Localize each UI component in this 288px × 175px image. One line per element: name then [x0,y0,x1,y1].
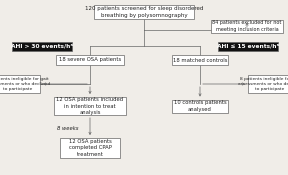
FancyBboxPatch shape [56,55,124,65]
FancyBboxPatch shape [0,75,40,93]
Text: 8 weeks: 8 weeks [57,125,79,131]
Text: 12 OSA patients
completed CPAP
treatment: 12 OSA patients completed CPAP treatment [69,139,111,157]
FancyBboxPatch shape [94,5,194,19]
FancyBboxPatch shape [54,97,126,115]
Text: AHI > 30 events/hᵃ: AHI > 30 events/hᵃ [11,44,73,48]
FancyBboxPatch shape [211,19,283,33]
Text: 18 severe OSA patients: 18 severe OSA patients [59,58,121,62]
Text: AHI ≤ 15 events/hᵃ: AHI ≤ 15 events/hᵃ [217,44,279,48]
Text: 18 matched controls: 18 matched controls [173,58,227,62]
FancyBboxPatch shape [12,41,72,51]
Text: 10 controls patients
analysed: 10 controls patients analysed [174,100,226,112]
Text: 8 patients ineligible for gait
assessments or who declined
to participate: 8 patients ineligible for gait assessmen… [238,77,288,91]
FancyBboxPatch shape [60,138,120,158]
Text: 84 patients excluded for not
meeting inclusion criteria: 84 patients excluded for not meeting inc… [212,20,282,32]
Text: 12 OSA patients included
in intention to treat
analysis: 12 OSA patients included in intention to… [56,97,124,115]
FancyBboxPatch shape [172,55,228,65]
FancyBboxPatch shape [218,41,278,51]
FancyBboxPatch shape [248,75,288,93]
FancyBboxPatch shape [172,100,228,113]
Text: 6 patients ineligible for gait
assessments or who declined
to participate: 6 patients ineligible for gait assessmen… [0,77,50,91]
Text: 120 patients screened for sleep disordered
breathing by polysomnography: 120 patients screened for sleep disorder… [85,6,203,18]
